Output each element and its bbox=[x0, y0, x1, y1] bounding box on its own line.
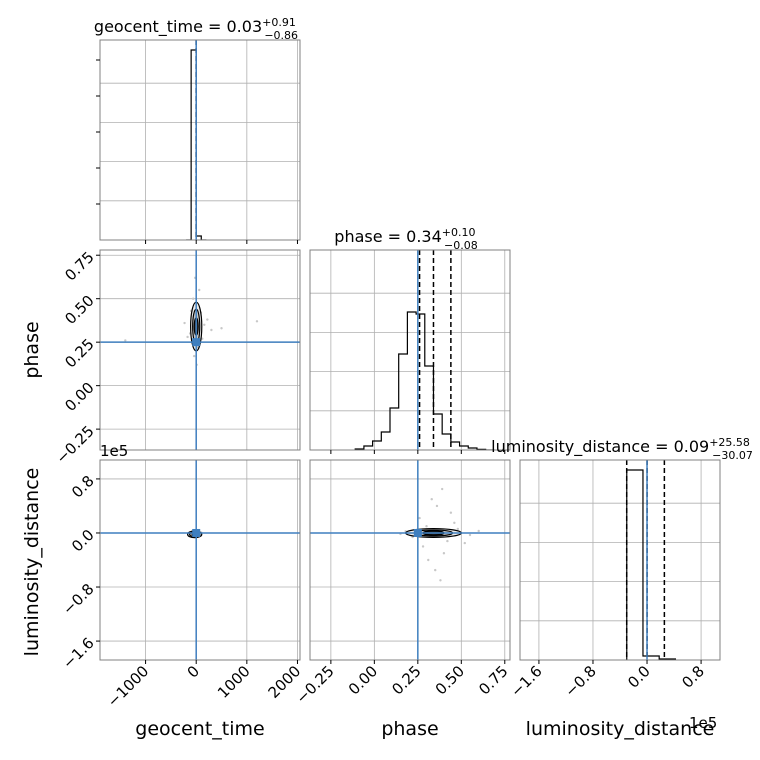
title-main: phase = 0.34 bbox=[334, 227, 441, 246]
title-sub: −30.07 bbox=[712, 449, 753, 462]
x-tick-label: 0.00 bbox=[345, 662, 381, 698]
scatter-point bbox=[186, 335, 189, 339]
panel-title-phase: phase = 0.34+0.10 −0.08 bbox=[334, 226, 477, 252]
scatter-point bbox=[124, 339, 127, 342]
panel-frame-geocent_time-phase bbox=[99, 249, 301, 451]
scatter-point bbox=[203, 323, 206, 326]
y-axis-label-phase: phase bbox=[21, 321, 43, 378]
x-tick-label: 1000 bbox=[214, 662, 254, 702]
scatter-point bbox=[453, 521, 456, 525]
title-sub: −0.08 bbox=[444, 239, 478, 252]
panel-frame-phase-luminosity_distance bbox=[309, 459, 511, 661]
scatter-point bbox=[435, 504, 439, 508]
panel-frame-luminosity_distance bbox=[519, 459, 721, 661]
scatter-point bbox=[220, 327, 223, 330]
title-main: luminosity_distance = 0.09 bbox=[491, 437, 709, 457]
hist-group-geocent_time bbox=[186, 40, 207, 240]
y-tick-label: 0.8 bbox=[68, 472, 98, 502]
scatter-point bbox=[198, 288, 201, 292]
y-tick-label: 0.0 bbox=[68, 526, 98, 556]
scatter-point bbox=[456, 527, 460, 531]
x-tick-label: 0.50 bbox=[432, 662, 468, 698]
x-tick-label: −0.8 bbox=[561, 662, 599, 700]
x-axis-label-phase: phase bbox=[381, 718, 438, 740]
x-axis-label-luminosity-distance: luminosity_distance bbox=[526, 718, 715, 740]
y-tick-label: −0.8 bbox=[59, 580, 97, 618]
x-tick-label: −0.25 bbox=[292, 662, 337, 707]
panel-title-luminosity_distance: luminosity_distance = 0.09+25.58 −30.07 bbox=[491, 436, 753, 462]
y-axis-label-luminosity-distance: luminosity_distance bbox=[21, 468, 43, 657]
scatter-point bbox=[434, 568, 437, 572]
title-sup: +25.58 bbox=[709, 436, 750, 449]
title-sup: +0.10 bbox=[442, 226, 476, 239]
truth-marker bbox=[192, 338, 201, 347]
scatter-point bbox=[191, 297, 195, 300]
scatter-point bbox=[463, 541, 466, 545]
scatter-point bbox=[440, 487, 444, 491]
y-tick-label: 0.00 bbox=[61, 379, 97, 415]
scatter-point bbox=[210, 328, 213, 332]
panel-frame-geocent_time-luminosity_distance bbox=[99, 459, 301, 661]
scatter-point bbox=[430, 497, 433, 501]
x-tick-label: 0.8 bbox=[678, 662, 708, 692]
x-axis-label-geocent-time: geocent_time bbox=[135, 718, 264, 740]
scatter-point bbox=[425, 525, 428, 528]
truth-marker bbox=[413, 528, 422, 537]
text-layer: geocent_time = 0.03+0.91 −0.86 phase = 0.3… bbox=[21, 16, 753, 740]
y-tick-label: 0.50 bbox=[61, 292, 97, 328]
scatter-point bbox=[192, 354, 196, 358]
title-main: geocent_time = 0.03 bbox=[94, 17, 262, 37]
x-tick-label: −1000 bbox=[104, 662, 153, 711]
scatter-point bbox=[427, 558, 430, 562]
grid-layer bbox=[100, 40, 720, 660]
panel-frame-geocent_time bbox=[99, 39, 301, 241]
panel-2d-geocent_time-phase bbox=[100, 250, 300, 450]
x-tick-label: 0.0 bbox=[624, 662, 654, 692]
x-tick-label: 0.25 bbox=[388, 662, 424, 698]
panel-2d-phase-luminosity_distance bbox=[310, 460, 510, 660]
frame-layer bbox=[96, 39, 721, 664]
y-offset-label: 1e5 bbox=[100, 442, 128, 460]
hist-group-phase bbox=[354, 250, 495, 450]
scatter-point bbox=[477, 529, 480, 533]
y-tick-label: −0.25 bbox=[52, 422, 97, 467]
scatter-point bbox=[449, 511, 453, 514]
truth-marker bbox=[192, 528, 201, 537]
scatter-point bbox=[468, 533, 472, 537]
x-tick-label: 0.75 bbox=[475, 662, 511, 698]
panel-title-geocent_time: geocent_time = 0.03+0.91 −0.86 bbox=[94, 16, 298, 42]
y-tick-label: 0.75 bbox=[61, 248, 97, 284]
scatter-point bbox=[439, 579, 442, 582]
scatter-point bbox=[418, 516, 421, 520]
panel-frame-phase bbox=[309, 249, 511, 451]
title-sub: −0.86 bbox=[264, 29, 298, 42]
x-offset-label: 1e5 bbox=[689, 714, 717, 732]
scatter-point bbox=[183, 321, 186, 325]
title-sup: +0.91 bbox=[262, 16, 296, 29]
histogram-phase bbox=[354, 311, 495, 450]
x-tick-label: 0 bbox=[184, 662, 203, 681]
data-layer bbox=[100, 40, 677, 660]
scatter-point bbox=[255, 320, 259, 323]
hist-group-luminosity_distance bbox=[625, 460, 677, 660]
scatter-point bbox=[421, 545, 425, 548]
scatter-point bbox=[446, 539, 449, 543]
scatter-point bbox=[442, 552, 446, 555]
scatter-point bbox=[206, 318, 209, 321]
y-tick-label: 0.25 bbox=[61, 335, 97, 371]
panel-2d-geocent_time-luminosity_distance bbox=[100, 460, 300, 660]
histogram-luminosity_distance bbox=[626, 469, 677, 660]
x-tick-label: −1.6 bbox=[507, 662, 545, 700]
y-tick-label: −1.6 bbox=[59, 634, 97, 672]
